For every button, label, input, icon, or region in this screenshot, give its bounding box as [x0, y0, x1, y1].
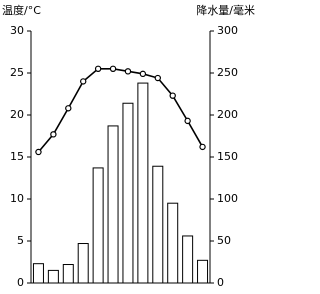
bar: [77, 243, 89, 284]
y2-tick-label: 200: [217, 108, 238, 121]
temperature-point: [65, 105, 72, 112]
temperature-point: [184, 117, 191, 125]
bar: [167, 202, 179, 284]
y2-tick-label: 50: [217, 234, 231, 247]
y-tick-label: 20: [10, 108, 24, 121]
chart: 温度/°C 降水量/毫米 051015202530050100150200250…: [2, 3, 255, 289]
temperature-point: [124, 68, 132, 75]
y-tick-label: 5: [17, 234, 24, 247]
y2-tick-label: 250: [217, 66, 238, 79]
temperature-point: [154, 74, 161, 82]
y2-tick-label: 0: [217, 276, 224, 289]
bar: [197, 259, 209, 284]
bar: [122, 102, 134, 284]
temperature-point: [169, 92, 176, 99]
bar: [92, 167, 104, 284]
temperature-line: [37, 68, 204, 153]
y2-axis-label: 降水量/毫米: [196, 3, 255, 17]
bar: [137, 82, 149, 284]
bar: [32, 263, 44, 284]
temperature-point: [109, 65, 117, 73]
temperature-point: [80, 78, 87, 85]
y2-tick-label: 100: [217, 192, 238, 205]
y-tick-label: 25: [10, 66, 24, 79]
temperature-point: [35, 148, 42, 156]
y-tick-label: 30: [10, 24, 24, 37]
temperature-point: [50, 131, 57, 138]
temperature-point: [139, 70, 147, 78]
bar: [182, 235, 194, 284]
bar: [152, 165, 164, 284]
y-tick-label: 15: [10, 150, 24, 163]
temperature-point: [199, 143, 206, 151]
y-tick-label: 10: [10, 192, 24, 205]
bar: [47, 269, 59, 284]
bar: [62, 264, 74, 284]
bar: [107, 125, 119, 284]
y2-tick-label: 150: [217, 150, 238, 163]
y-tick-label: 0: [17, 276, 24, 289]
temperature-point: [94, 65, 102, 73]
y-axis-label: 温度/°C: [2, 3, 41, 17]
y2-tick-label: 300: [217, 24, 238, 37]
